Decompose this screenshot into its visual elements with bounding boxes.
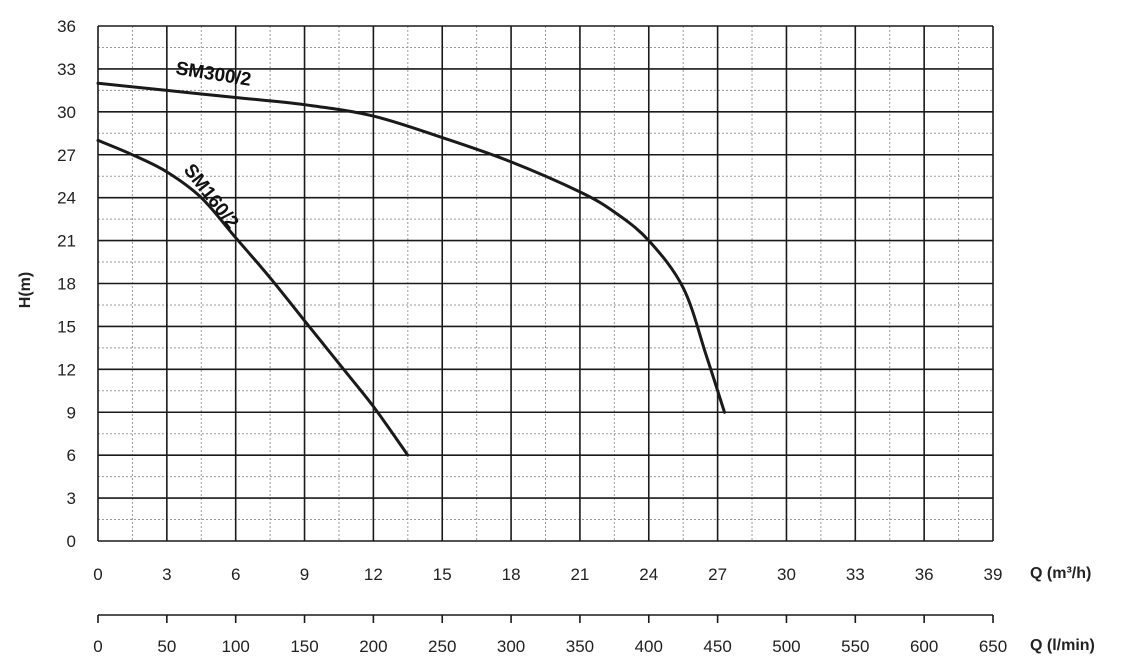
x2-tick-label: 600	[910, 637, 938, 656]
y-tick-label: 24	[57, 189, 76, 208]
x2-tick-label: 550	[841, 637, 869, 656]
series-layer	[96, 81, 726, 457]
series-line-sm300-2	[96, 81, 726, 414]
x2-tick-label: 100	[222, 637, 250, 656]
x-tick-label: 6	[231, 565, 240, 584]
y-tick-label: 0	[67, 532, 76, 551]
x-tick-label: 15	[433, 565, 452, 584]
x2-tick-label: 500	[772, 637, 800, 656]
x2-tick-label: 150	[290, 637, 318, 656]
x-tick-label: 27	[708, 565, 727, 584]
y-tick-label: 33	[57, 60, 76, 79]
x-tick-label: 18	[502, 565, 521, 584]
series-label-sm300: SM300/2	[174, 58, 252, 91]
y-tick-label: 21	[57, 232, 76, 251]
x-tick-label: 36	[915, 565, 934, 584]
x2-tick-label: 350	[566, 637, 594, 656]
x-tick-label: 12	[364, 565, 383, 584]
y-tick-label: 3	[67, 489, 76, 508]
x2-axis-label: Q (l/min)	[1030, 637, 1095, 654]
y-tick-label: 6	[67, 446, 76, 465]
y-tick-label: 30	[57, 103, 76, 122]
x2-tick-label: 0	[93, 637, 102, 656]
x2-axis: 0 50 100 150 200 250 300 350 400 450 500 550 600 650	[93, 614, 1007, 656]
y-axis-label: H(m)	[17, 272, 34, 308]
x2-tick-label: 200	[359, 637, 387, 656]
y-tick-label: 36	[57, 17, 76, 36]
x-tick-label: 0	[93, 565, 102, 584]
x-tick-label: 33	[846, 565, 865, 584]
x-tick-label: 21	[570, 565, 589, 584]
x-tick-label: 9	[300, 565, 309, 584]
y-tick-label: 18	[57, 275, 76, 294]
x2-tick-label: 650	[979, 637, 1007, 656]
x-tick-label: 30	[777, 565, 796, 584]
x2-tick-label: 400	[635, 637, 663, 656]
y-tick-label: 12	[57, 360, 76, 379]
x2-tick-label: 250	[428, 637, 456, 656]
x-axis-label: Q (m³/h)	[1030, 565, 1091, 582]
x-tick-label: 3	[162, 565, 171, 584]
series-line-sm160-2	[96, 138, 410, 457]
y-tick-label: 9	[67, 403, 76, 422]
y-tick-label: 15	[57, 317, 76, 336]
major-grid	[97, 25, 994, 542]
x-tick-label: 39	[984, 565, 1003, 584]
y-tick-label: 27	[57, 146, 76, 165]
x-axis-ticks: 0 3 6 9 12 15 18 21 24 27 30 33 36 39	[93, 565, 1002, 584]
x2-tick-label: 300	[497, 637, 525, 656]
x2-tick-label: 50	[157, 637, 176, 656]
series-label-sm160: SM160/2	[179, 160, 242, 233]
x-tick-label: 24	[639, 565, 658, 584]
x2-tick-label: 450	[703, 637, 731, 656]
